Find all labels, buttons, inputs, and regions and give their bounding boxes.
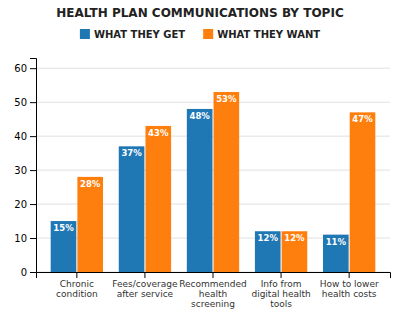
y-tick: 10 [14, 233, 36, 244]
x-tick: Info fromdigital healthtools [251, 272, 310, 309]
series [51, 109, 349, 272]
legend: WHAT THEY GET WHAT THEY WANT [80, 29, 320, 40]
y-tick: 0 [21, 267, 36, 278]
x-tick-label: Fees/coverageafter service [112, 279, 178, 299]
bar [282, 231, 308, 272]
y-tick: 30 [14, 165, 36, 176]
y-tick: 40 [14, 131, 36, 142]
bar [214, 92, 240, 272]
x-tick-label-line: after service [117, 289, 174, 299]
legend-item: WHAT THEY GET [80, 29, 185, 40]
data-label: 12% [258, 233, 279, 243]
data-label: 37% [121, 148, 142, 158]
data-labels: 15% 37% 48% 12% 11% 28% 43% 53% 12% 47% [53, 94, 373, 247]
x-axis-line [37, 273, 391, 279]
grid [36, 68, 390, 272]
x-tick: Fees/coverageafter service [112, 272, 178, 299]
y-tick-mark [30, 170, 36, 171]
x-tick-label-line: Chronic [60, 279, 94, 289]
x-tick-label: Recommendedhealthscreening [179, 279, 247, 309]
x-tick-label-line: Recommended [179, 279, 247, 289]
bar [119, 146, 145, 272]
x-tick-label-line: Fees/coverage [112, 279, 178, 289]
y-tick-mark [30, 272, 36, 273]
x-tick-mark [76, 272, 77, 278]
y-axis-line [30, 59, 37, 273]
grid-line [36, 68, 390, 69]
x-tick: Recommendedhealthscreening [179, 272, 247, 309]
y-tick-label: 0 [21, 267, 27, 278]
data-label: 48% [189, 111, 210, 121]
y-tick: 50 [14, 97, 36, 108]
y-tick-label: 60 [14, 63, 27, 74]
title: HEALTH PLAN COMMUNICATIONS BY TOPIC [56, 6, 344, 20]
y-tick: 20 [14, 199, 36, 210]
x-tick-label-line: Info from [261, 279, 302, 289]
data-label: 47% [352, 114, 373, 124]
y-tick-mark [30, 204, 36, 205]
bar [323, 235, 349, 272]
bar [350, 112, 376, 272]
legend-swatch [203, 29, 213, 39]
x-tick-mark [144, 272, 145, 278]
grid-line [36, 102, 390, 103]
y-tick-label: 20 [14, 199, 27, 210]
y-tick: 60 [14, 63, 36, 74]
data-label: 15% [53, 223, 74, 233]
x-tick-label-line: screening [191, 299, 235, 309]
data-label: 12% [284, 233, 305, 243]
y-tick-label: 30 [14, 165, 27, 176]
data-label: 53% [216, 94, 237, 104]
bars [51, 92, 376, 272]
y-tick-label: 40 [14, 131, 27, 142]
legend-label: WHAT THEY WANT [217, 29, 320, 40]
series [77, 92, 375, 272]
x-tick-label: Chroniccondition [56, 279, 98, 299]
y-tick-mark [30, 68, 36, 69]
bar [51, 221, 77, 272]
plot: 0 10 20 30 40 50 60 Chroniccondition Fees/covera… [14, 59, 390, 310]
grid-line [36, 170, 390, 171]
y-tick-mark [30, 102, 36, 103]
legend-label: WHAT THEY GET [94, 29, 185, 40]
x-tick-label-line: health costs [322, 289, 377, 299]
x-tick: Chroniccondition [56, 272, 98, 299]
chart: HEALTH PLAN COMMUNICATIONS BY TOPIC 0 10 20… [0, 0, 400, 322]
x-tick-label: Info fromdigital healthtools [251, 279, 310, 309]
x-tick-mark [213, 272, 214, 278]
bar [77, 177, 103, 272]
data-label: 28% [80, 179, 101, 189]
data-label: 11% [326, 237, 347, 247]
x-tick-label-line: condition [56, 289, 98, 299]
x-tick-mark [281, 272, 282, 278]
x-tick-label: How to lowerhealth costs [320, 279, 379, 299]
grid-line [36, 136, 390, 137]
y-tick-mark [30, 136, 36, 137]
bar [255, 231, 281, 272]
x-tick-mark [349, 272, 350, 278]
y-tick-mark [30, 238, 36, 239]
data-label: 43% [148, 128, 169, 138]
x-tick: How to lowerhealth costs [320, 272, 379, 299]
x-tick-label-line: tools [270, 299, 292, 309]
y-tick-label: 50 [14, 97, 27, 108]
legend-item: WHAT THEY WANT [203, 29, 320, 40]
x-tick-label-line: How to lower [320, 279, 379, 289]
y-tick-label: 10 [14, 233, 27, 244]
bar [187, 109, 213, 272]
y-axis: 0 10 20 30 40 50 60 [14, 59, 36, 278]
x-tick-label-line: health [199, 289, 228, 299]
chart-container: HEALTH PLAN COMMUNICATIONS BY TOPIC 0 10 20… [0, 0, 400, 322]
legend-swatch [80, 29, 90, 39]
x-axis: Chroniccondition Fees/coverageafter servi… [37, 272, 391, 309]
x-tick-label-line: digital health [251, 289, 310, 299]
bar [145, 126, 171, 272]
